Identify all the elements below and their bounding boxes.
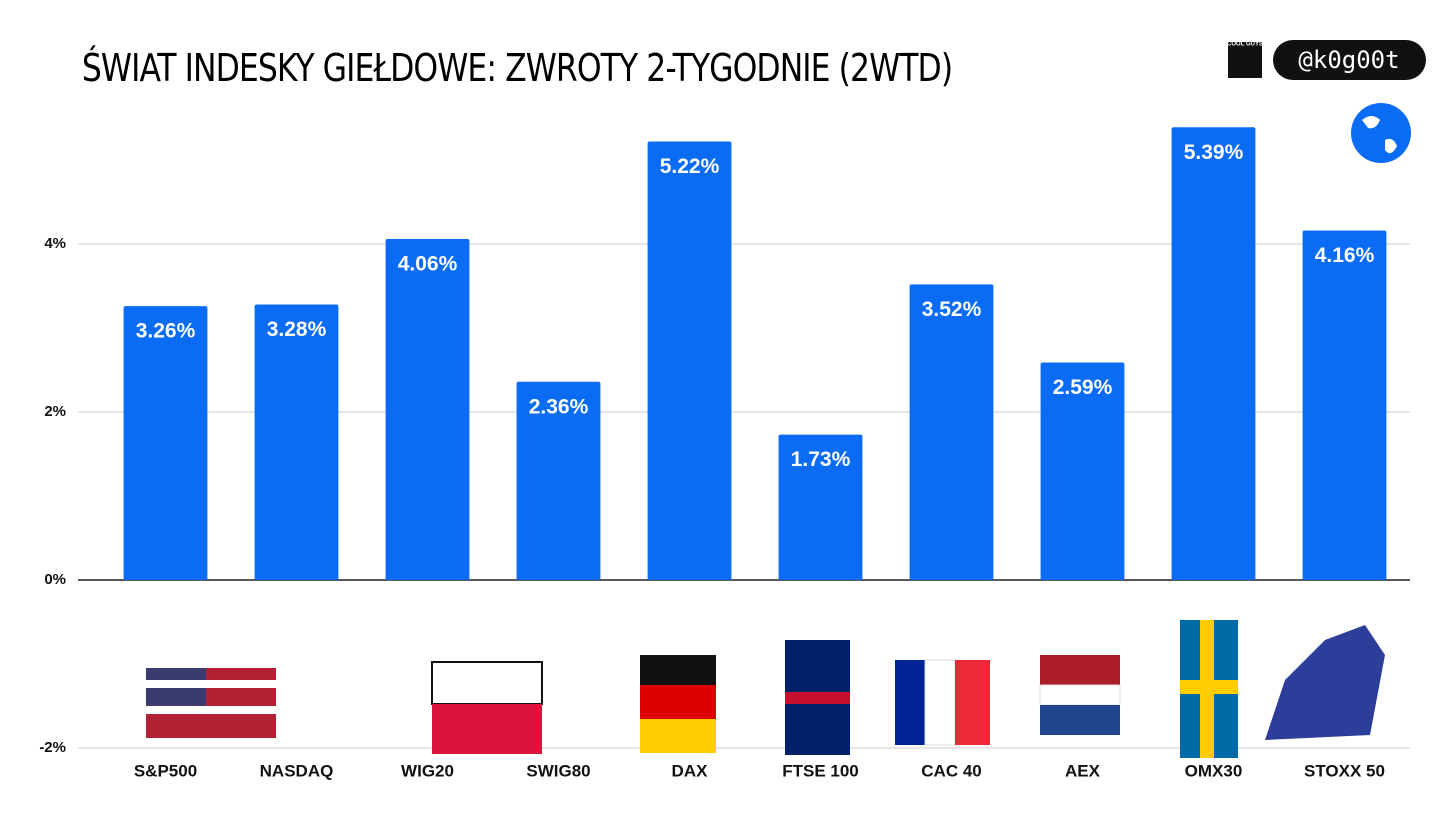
x-tick-label: DAX <box>672 761 709 780</box>
value-label: 3.52% <box>922 298 982 321</box>
bar <box>778 434 863 580</box>
flag-de <box>640 685 716 719</box>
x-tick-label: OMX30 <box>1185 761 1243 780</box>
flag-us-stripe <box>146 706 276 714</box>
bar <box>123 306 208 580</box>
bar <box>1302 230 1387 580</box>
globe-land <box>1362 116 1397 154</box>
flag-pl-top <box>431 661 543 705</box>
x-tick-label: CAC 40 <box>921 761 981 780</box>
x-tick-label: S&P500 <box>134 761 197 780</box>
bar <box>1040 362 1125 580</box>
flag-fr <box>895 660 925 745</box>
flag-nl <box>1040 705 1120 735</box>
flag-eu <box>1265 625 1385 740</box>
value-label: 3.26% <box>136 320 196 343</box>
x-tick-label: NASDAQ <box>260 761 334 780</box>
handle: @k0g00t <box>1298 46 1399 74</box>
flag-de <box>640 655 716 685</box>
x-tick-label: STOXX 50 <box>1304 761 1385 780</box>
bar <box>385 238 470 580</box>
value-label: 4.06% <box>398 253 458 276</box>
flag-us-stripe <box>146 680 276 688</box>
bar <box>909 284 994 580</box>
flag-de <box>640 719 716 753</box>
value-label: 1.73% <box>791 448 851 471</box>
value-label: 5.39% <box>1184 141 1244 164</box>
plot: -2% 0% 2% 4% S&P500 3.26% NASDAQ 3.28% WIG20 4.06… <box>39 127 1410 780</box>
bar <box>647 141 732 580</box>
flag-nl <box>1040 655 1120 685</box>
flags <box>146 620 1385 758</box>
y-tick-label: 0% <box>44 571 66 588</box>
y-tick-label: -2% <box>39 739 66 756</box>
flag-fr <box>955 660 990 745</box>
logo-icon <box>1228 42 1262 78</box>
chart-title: ŚWIAT INDESKY GIEŁDOWE: ZWROTY 2-TYGODNI… <box>82 45 952 91</box>
branding: COOL GUYS @k0g00t <box>1227 40 1426 163</box>
globe-icon <box>1351 103 1411 163</box>
y-tick-label: 2% <box>44 403 66 420</box>
value-label: 3.28% <box>267 318 327 341</box>
y-tick-label: 4% <box>44 235 66 252</box>
x-tick-label: SWIG80 <box>526 761 590 780</box>
handle-badge <box>1273 40 1426 80</box>
flag-nl <box>1039 684 1121 706</box>
flag-uk-cross <box>785 692 850 704</box>
bar <box>516 381 601 580</box>
value-label: 4.16% <box>1315 244 1375 267</box>
flag-se-cross <box>1200 620 1214 758</box>
logo-text: COOL GUYS <box>1227 42 1263 48</box>
bar <box>254 304 339 580</box>
value-label: 5.22% <box>660 155 720 178</box>
flag-pl-bottom <box>432 704 542 754</box>
x-tick-label: FTSE 100 <box>782 761 859 780</box>
value-label: 2.36% <box>529 395 589 418</box>
flag-fr <box>924 659 956 746</box>
bar <box>1171 127 1256 581</box>
x-tick-label: AEX <box>1065 761 1101 780</box>
value-label: 2.59% <box>1053 376 1113 399</box>
x-tick-label: WIG20 <box>401 761 454 780</box>
